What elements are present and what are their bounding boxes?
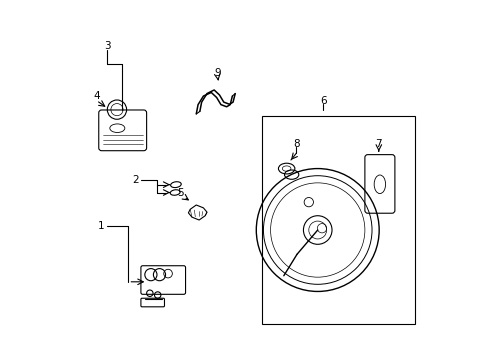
Text: 9: 9 <box>214 68 221 78</box>
Text: 2: 2 <box>132 175 139 185</box>
Bar <box>261 116 414 324</box>
Text: 6: 6 <box>319 96 325 107</box>
Text: 5: 5 <box>177 188 183 198</box>
Text: 4: 4 <box>93 91 100 101</box>
Text: 1: 1 <box>98 221 105 231</box>
Text: 7: 7 <box>375 139 381 149</box>
Text: 3: 3 <box>103 41 110 51</box>
Text: 8: 8 <box>292 139 299 149</box>
